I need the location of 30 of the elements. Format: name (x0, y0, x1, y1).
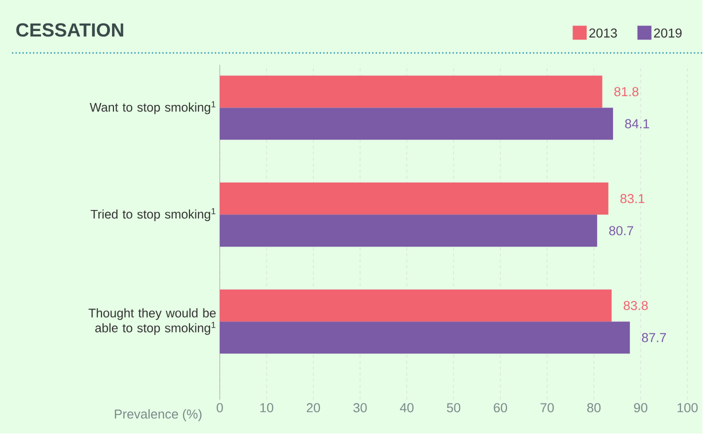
x-tick-label: 90 (634, 403, 648, 413)
x-tick-label: 30 (353, 403, 367, 413)
x-axis-title: Prevalence (%) (114, 409, 202, 422)
y-tick-label: Tried to stop smoking$^{1}$ (90, 208, 216, 222)
y-tick-label: Want to stop smoking$^{1}$ (90, 101, 216, 114)
bar (220, 290, 612, 322)
x-tick-label: 60 (494, 403, 508, 413)
chart-title: CESSATION (16, 23, 124, 37)
data-label: 83.8 (624, 301, 648, 310)
data-label: 87.7 (642, 333, 666, 342)
x-tick-label: 80 (587, 403, 601, 413)
x-tick-label: 70 (540, 403, 554, 413)
x-tick-label: 100 (678, 403, 698, 413)
y-tick-label: Thought they would be able to stop smoking$^{1}$ (88, 308, 216, 336)
data-label: 80.7 (609, 226, 634, 236)
data-label: 84.1 (625, 119, 650, 129)
x-tick-label: 10 (260, 403, 274, 413)
data-label: 83.1 (620, 194, 644, 204)
bar (220, 76, 602, 108)
data-label: 81.8 (614, 87, 638, 96)
x-tick-label: 50 (446, 403, 460, 413)
legend-label: 2013 (589, 28, 617, 38)
legend-label: 2019 (654, 28, 682, 38)
x-tick-label: 20 (306, 403, 320, 413)
bar (220, 214, 598, 247)
bar (220, 108, 614, 140)
bar (220, 182, 608, 215)
bar (220, 322, 630, 354)
x-tick-label: 0 (216, 403, 223, 413)
x-tick-label: 40 (400, 403, 414, 413)
